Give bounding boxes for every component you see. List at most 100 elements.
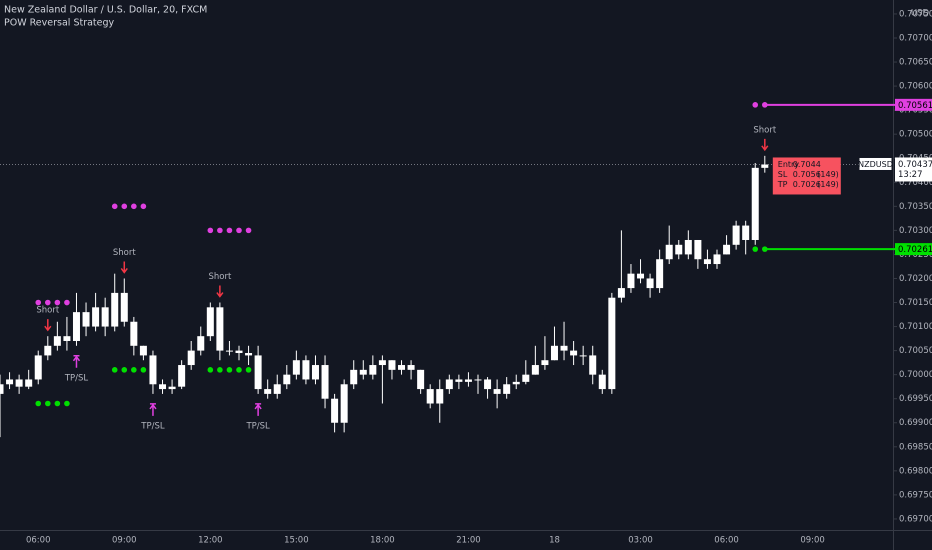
candle-body — [302, 360, 310, 380]
y-tick-label: 0.70700 — [899, 33, 932, 43]
level-dot — [121, 203, 128, 210]
candle-body — [53, 336, 61, 346]
level-dot — [236, 367, 242, 373]
level-dot — [752, 246, 759, 252]
signal-label: Short — [36, 306, 59, 316]
y-tick-label: 0.69950 — [899, 394, 932, 404]
x-tick-label: 06:00 — [714, 536, 739, 546]
level-label-bg — [895, 243, 932, 256]
candle-body — [63, 336, 71, 341]
signal-arrow — [44, 319, 52, 332]
candle-body — [665, 244, 673, 260]
candle-body — [474, 379, 482, 381]
candle-body — [378, 360, 386, 366]
candle-body — [455, 379, 463, 382]
level-dot — [131, 203, 137, 210]
candle-body — [359, 369, 367, 375]
y-tick-label: 0.69750 — [899, 490, 932, 500]
candle-body — [761, 164, 769, 168]
x-tick-label: 12:00 — [198, 536, 223, 546]
level-dot — [245, 227, 252, 234]
candle-body — [283, 374, 291, 385]
signal-arrow — [761, 138, 769, 152]
y-tick-label: 0.70050 — [899, 346, 932, 356]
level-label-bg — [895, 98, 932, 111]
candle-body — [598, 374, 606, 390]
level-dot — [207, 227, 214, 234]
candle-body — [15, 379, 23, 387]
level-dot — [140, 367, 147, 373]
countdown: 13:27 — [898, 170, 923, 180]
candle-body — [742, 225, 750, 240]
level-dot — [111, 203, 118, 210]
level-dot — [207, 367, 214, 373]
candle-body — [550, 345, 558, 361]
level-dot — [121, 367, 128, 373]
level-dot — [111, 367, 118, 373]
candle-body — [139, 345, 147, 356]
candle-body — [44, 345, 52, 356]
candle-body — [464, 379, 472, 382]
level-dot — [131, 367, 137, 373]
y-tick-label: 0.70200 — [899, 274, 932, 284]
order-text: 0.7026 — [793, 180, 821, 189]
level-dot — [35, 400, 42, 407]
y-tick-label: 0.70100 — [899, 322, 932, 332]
level-dot — [45, 400, 51, 407]
symbol-tag-bg — [858, 156, 893, 171]
symbol-tag: NZDUSD — [858, 160, 893, 169]
candle-body — [168, 386, 176, 390]
candle-body — [273, 384, 281, 394]
y-tick-label: 0.69850 — [899, 442, 932, 452]
signal-label: Short — [208, 272, 231, 282]
y-tick-label: 0.70300 — [899, 226, 932, 236]
order-text: Entry — [778, 160, 800, 169]
y-unit: USD — [911, 9, 930, 19]
candle-body — [245, 353, 253, 356]
candle-body — [493, 389, 501, 394]
candle-body — [484, 379, 492, 390]
candle-body — [713, 254, 721, 265]
y-tick-label: 0.70150 — [899, 298, 932, 308]
candle-body — [560, 345, 568, 351]
candle-body — [350, 369, 358, 385]
candle-body — [646, 278, 654, 289]
order-text: 0.7056 — [793, 170, 821, 179]
x-tick-label: 21:00 — [456, 536, 481, 546]
candle-body — [82, 312, 90, 327]
level-dot — [35, 299, 42, 306]
level-dot — [54, 400, 61, 407]
level-dot — [64, 299, 70, 306]
x-tick-label: 15:00 — [284, 536, 309, 546]
level-dot — [236, 227, 242, 234]
candle-body — [225, 350, 233, 352]
candle-body — [656, 259, 664, 289]
candle-body — [694, 239, 702, 260]
candle-body — [541, 360, 549, 366]
x-tick-label: 18 — [549, 536, 560, 546]
candle-body — [101, 307, 109, 327]
level-label: 0.70261 — [898, 245, 932, 255]
candle-body — [751, 167, 759, 240]
candle-body — [34, 355, 42, 380]
level-dot — [752, 102, 759, 108]
candle-body — [579, 355, 587, 357]
candle-body — [321, 365, 329, 399]
signal-arrow — [216, 285, 224, 298]
order-text: SL — [778, 170, 788, 179]
signal-label: Short — [753, 125, 776, 135]
candle-body — [608, 297, 616, 390]
candle-body — [589, 355, 597, 375]
y-tick-label: 0.69700 — [899, 514, 932, 524]
order-text: (149) — [817, 170, 839, 179]
candle-body — [149, 355, 157, 385]
candle-body — [388, 360, 396, 370]
y-tick-label: 0.70350 — [899, 202, 932, 212]
y-tick-label: 0.69900 — [899, 418, 932, 428]
candle-body — [503, 384, 511, 394]
x-tick-label: 06:00 — [26, 536, 51, 546]
signal-arrow — [120, 261, 128, 274]
candle-body — [72, 312, 80, 341]
exit-label: TP/SL — [140, 421, 165, 431]
